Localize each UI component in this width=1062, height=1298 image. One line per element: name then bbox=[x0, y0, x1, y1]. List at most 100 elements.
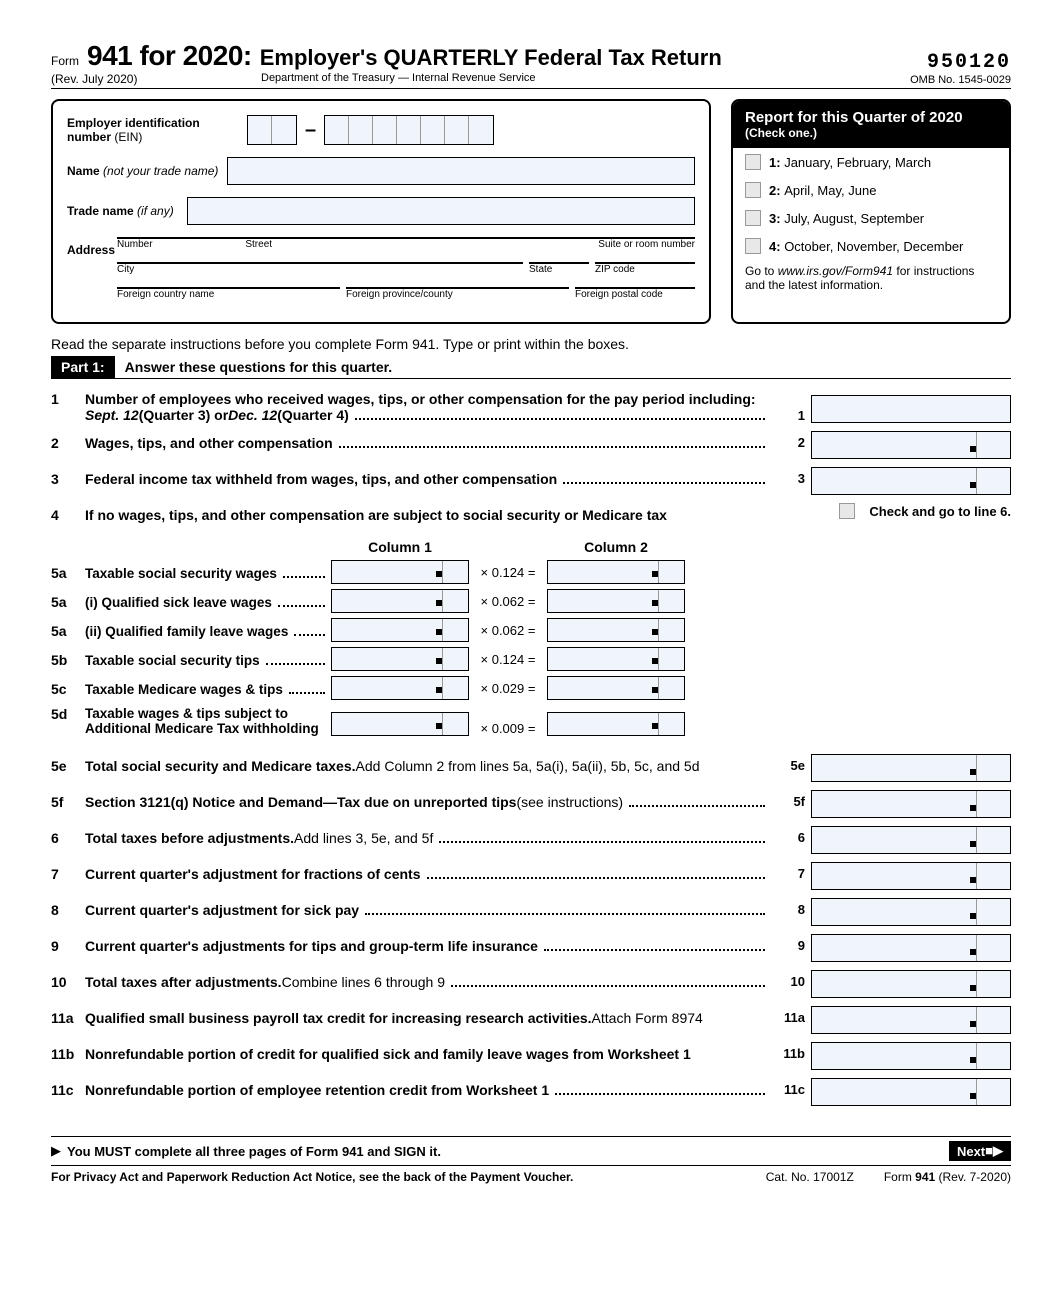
must-complete-text: You MUST complete all three pages of For… bbox=[67, 1144, 441, 1159]
line-11b-input[interactable] bbox=[811, 1042, 1011, 1070]
line-1-text: Number of employees who received wages, … bbox=[85, 387, 781, 423]
line-11a-bold: Qualified small business payroll tax cre… bbox=[85, 1010, 592, 1026]
line-5aii-col1-input[interactable] bbox=[331, 618, 469, 642]
line-5aii: 5a (ii) Qualified family leave wages × 0… bbox=[51, 617, 1011, 643]
line-5aii-text: (ii) Qualified family leave wages bbox=[85, 624, 288, 639]
line-5d-num: 5d bbox=[51, 704, 85, 722]
line-5b-num: 5b bbox=[51, 650, 85, 668]
foreign-country-label: Foreign country name bbox=[117, 289, 340, 300]
quarter-3-checkbox[interactable] bbox=[745, 210, 761, 226]
line-1-input[interactable] bbox=[811, 395, 1011, 423]
line-2-num-r: 2 bbox=[781, 431, 811, 450]
line-5ai-col2-input[interactable] bbox=[547, 589, 685, 613]
line-6: 6 Total taxes before adjustments. Add li… bbox=[51, 826, 1011, 854]
line-5ai-col1-input[interactable] bbox=[331, 589, 469, 613]
line-5d-mult: × 0.009 = bbox=[469, 721, 547, 736]
line-8-input[interactable] bbox=[811, 898, 1011, 926]
line-4-check-label: Check and go to line 6. bbox=[869, 504, 1011, 519]
line-5c-num: 5c bbox=[51, 679, 85, 697]
identification-block: Employer identification number (EIN) – N… bbox=[51, 99, 711, 324]
line-11a-text: Attach Form 8974 bbox=[592, 1010, 703, 1026]
line-5c-col2-input[interactable] bbox=[547, 676, 685, 700]
line-7-text: Current quarter's adjustment for fractio… bbox=[85, 866, 421, 882]
quarter-4-checkbox[interactable] bbox=[745, 238, 761, 254]
line-8: 8 Current quarter's adjustment for sick … bbox=[51, 898, 1011, 926]
line-7-num-r: 7 bbox=[781, 862, 811, 881]
line-5c-col1-input[interactable] bbox=[331, 676, 469, 700]
line-5a: 5a Taxable social security wages × 0.124… bbox=[51, 559, 1011, 585]
quarter-2-label: April, May, June bbox=[784, 183, 876, 198]
line-5e-input[interactable] bbox=[811, 754, 1011, 782]
line-5b-text: Taxable social security tips bbox=[85, 653, 260, 668]
line-8-num-r: 8 bbox=[781, 898, 811, 917]
line-7-input[interactable] bbox=[811, 862, 1011, 890]
line-11b-text: Nonrefundable portion of credit for qual… bbox=[85, 1046, 691, 1062]
line-5d-col2-input[interactable] bbox=[547, 712, 685, 736]
line-5a-col1-input[interactable] bbox=[331, 560, 469, 584]
must-complete-line: ▶ You MUST complete all three pages of F… bbox=[51, 1137, 1011, 1166]
line-5aii-mult: × 0.062 = bbox=[469, 623, 547, 638]
line-6-input[interactable] bbox=[811, 826, 1011, 854]
line-5b-col1-input[interactable] bbox=[331, 647, 469, 671]
line-5b-col2-input[interactable] bbox=[547, 647, 685, 671]
line-3-num: 3 bbox=[51, 467, 85, 487]
quarter-header: Report for this Quarter of 2020 (Check o… bbox=[733, 101, 1009, 148]
line-5a-num: 5a bbox=[51, 563, 85, 581]
line-5f: 5f Section 3121(q) Notice and Demand—Tax… bbox=[51, 790, 1011, 818]
line-3-text: Federal income tax withheld from wages, … bbox=[85, 471, 557, 487]
quarter-box: Report for this Quarter of 2020 (Check o… bbox=[731, 99, 1011, 324]
line-10-num-r: 10 bbox=[781, 970, 811, 989]
ocr-number: 950120 bbox=[910, 51, 1011, 74]
line-5a-col2-input[interactable] bbox=[547, 560, 685, 584]
top-section: Employer identification number (EIN) – N… bbox=[51, 99, 1011, 324]
next-button[interactable]: Next ■▶ bbox=[949, 1141, 1011, 1161]
header: Form 941 for 2020: Employer's QUARTERLY … bbox=[51, 40, 1011, 89]
line-5aii-col2-input[interactable] bbox=[547, 618, 685, 642]
ein-input[interactable]: – bbox=[247, 115, 494, 145]
line-11a-input[interactable] bbox=[811, 1006, 1011, 1034]
line-5e-bold: Total social security and Medicare taxes… bbox=[85, 758, 356, 774]
quarter-4-num: 4: bbox=[769, 239, 781, 254]
line-9-input[interactable] bbox=[811, 934, 1011, 962]
footer-line: For Privacy Act and Paperwork Reduction … bbox=[51, 1166, 1011, 1184]
quarter-2-checkbox[interactable] bbox=[745, 182, 761, 198]
line-4-checkbox[interactable] bbox=[839, 503, 855, 519]
instructions-line: Read the separate instructions before yo… bbox=[51, 336, 1011, 352]
trade-name-input[interactable] bbox=[187, 197, 695, 225]
line-4-text: If no wages, tips, and other compensatio… bbox=[85, 507, 667, 523]
line-3-input[interactable] bbox=[811, 467, 1011, 495]
line-5f-num-r: 5f bbox=[781, 790, 811, 809]
form-number: 941 for 2020: bbox=[87, 40, 252, 72]
line-5f-input[interactable] bbox=[811, 790, 1011, 818]
quarter-1-num: 1: bbox=[769, 155, 781, 170]
line-7: 7 Current quarter's adjustment for fract… bbox=[51, 862, 1011, 890]
form-page: Form 941 for 2020: Employer's QUARTERLY … bbox=[21, 20, 1041, 1204]
part1-bar: Part 1: Answer these questions for this … bbox=[51, 356, 1011, 379]
column-headers: Column 1 Column 2 bbox=[51, 539, 1011, 555]
omb-number: OMB No. 1545-0029 bbox=[910, 74, 1011, 86]
address-label: Address bbox=[67, 237, 117, 257]
line-5b-mult: × 0.124 = bbox=[469, 652, 547, 667]
privacy-notice: For Privacy Act and Paperwork Reduction … bbox=[51, 1170, 736, 1184]
name-label: Name (not your trade name) bbox=[67, 164, 227, 178]
line-8-text: Current quarter's adjustment for sick pa… bbox=[85, 902, 359, 918]
trade-name-label: Trade name (if any) bbox=[67, 204, 187, 218]
line-5d-col1-input[interactable] bbox=[331, 712, 469, 736]
line-5ai-text: (i) Qualified sick leave wages bbox=[85, 595, 272, 610]
line-5b: 5b Taxable social security tips × 0.124 … bbox=[51, 646, 1011, 672]
name-input[interactable] bbox=[227, 157, 695, 185]
line-10: 10 Total taxes after adjustments. Combin… bbox=[51, 970, 1011, 998]
line-5ai: 5a (i) Qualified sick leave wages × 0.06… bbox=[51, 588, 1011, 614]
line-6-num-r: 6 bbox=[781, 826, 811, 845]
quarter-4-label: October, November, December bbox=[784, 239, 963, 254]
line-2-input[interactable] bbox=[811, 431, 1011, 459]
line-11a: 11a Qualified small business payroll tax… bbox=[51, 1006, 1011, 1034]
line-11c-input[interactable] bbox=[811, 1078, 1011, 1106]
line-11b-num: 11b bbox=[51, 1042, 85, 1062]
state-label: State bbox=[529, 264, 589, 275]
line-2-num: 2 bbox=[51, 431, 85, 451]
quarter-1-checkbox[interactable] bbox=[745, 154, 761, 170]
line-11a-num: 11a bbox=[51, 1006, 85, 1026]
line-10-input[interactable] bbox=[811, 970, 1011, 998]
line-10-num: 10 bbox=[51, 970, 85, 990]
